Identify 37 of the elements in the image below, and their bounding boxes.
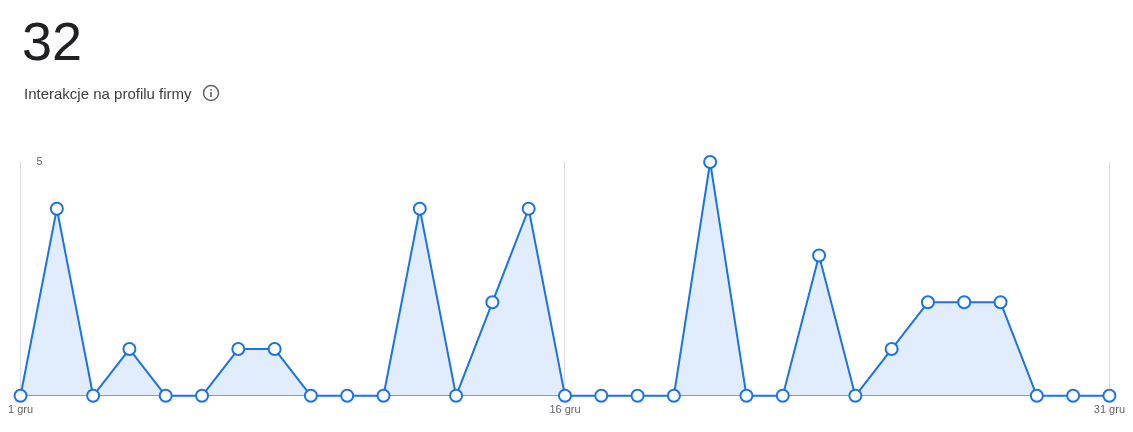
point (158, 388, 173, 403)
point (630, 388, 645, 403)
x-tick-label: 16 gru (549, 403, 581, 416)
point (485, 295, 500, 310)
point (594, 388, 609, 403)
point (86, 388, 101, 403)
point (739, 388, 754, 403)
point (1102, 388, 1117, 403)
point (49, 201, 64, 216)
point (195, 388, 210, 403)
chart-subtitle: Interakcje na profilu firmy (24, 84, 192, 102)
point (848, 388, 863, 403)
point (449, 388, 464, 403)
point (122, 342, 137, 357)
x-tick-label: 31 gru (1093, 403, 1126, 416)
x-tick-label: 1 gru (8, 403, 34, 416)
point (703, 155, 718, 169)
point (957, 295, 972, 310)
point (231, 342, 246, 357)
point (340, 388, 355, 403)
point (13, 388, 28, 403)
point (666, 388, 681, 403)
point (993, 295, 1008, 310)
point (884, 342, 899, 357)
annotation: 5 (36, 155, 43, 168)
point (376, 388, 391, 403)
chart-title: 32 (22, 11, 83, 71)
point (303, 388, 318, 403)
point (267, 342, 282, 357)
point (557, 388, 572, 403)
point (775, 388, 790, 403)
point (521, 201, 536, 216)
point (812, 248, 827, 263)
point (412, 201, 427, 216)
point (920, 295, 935, 310)
point (1029, 388, 1044, 403)
point (1066, 388, 1081, 403)
